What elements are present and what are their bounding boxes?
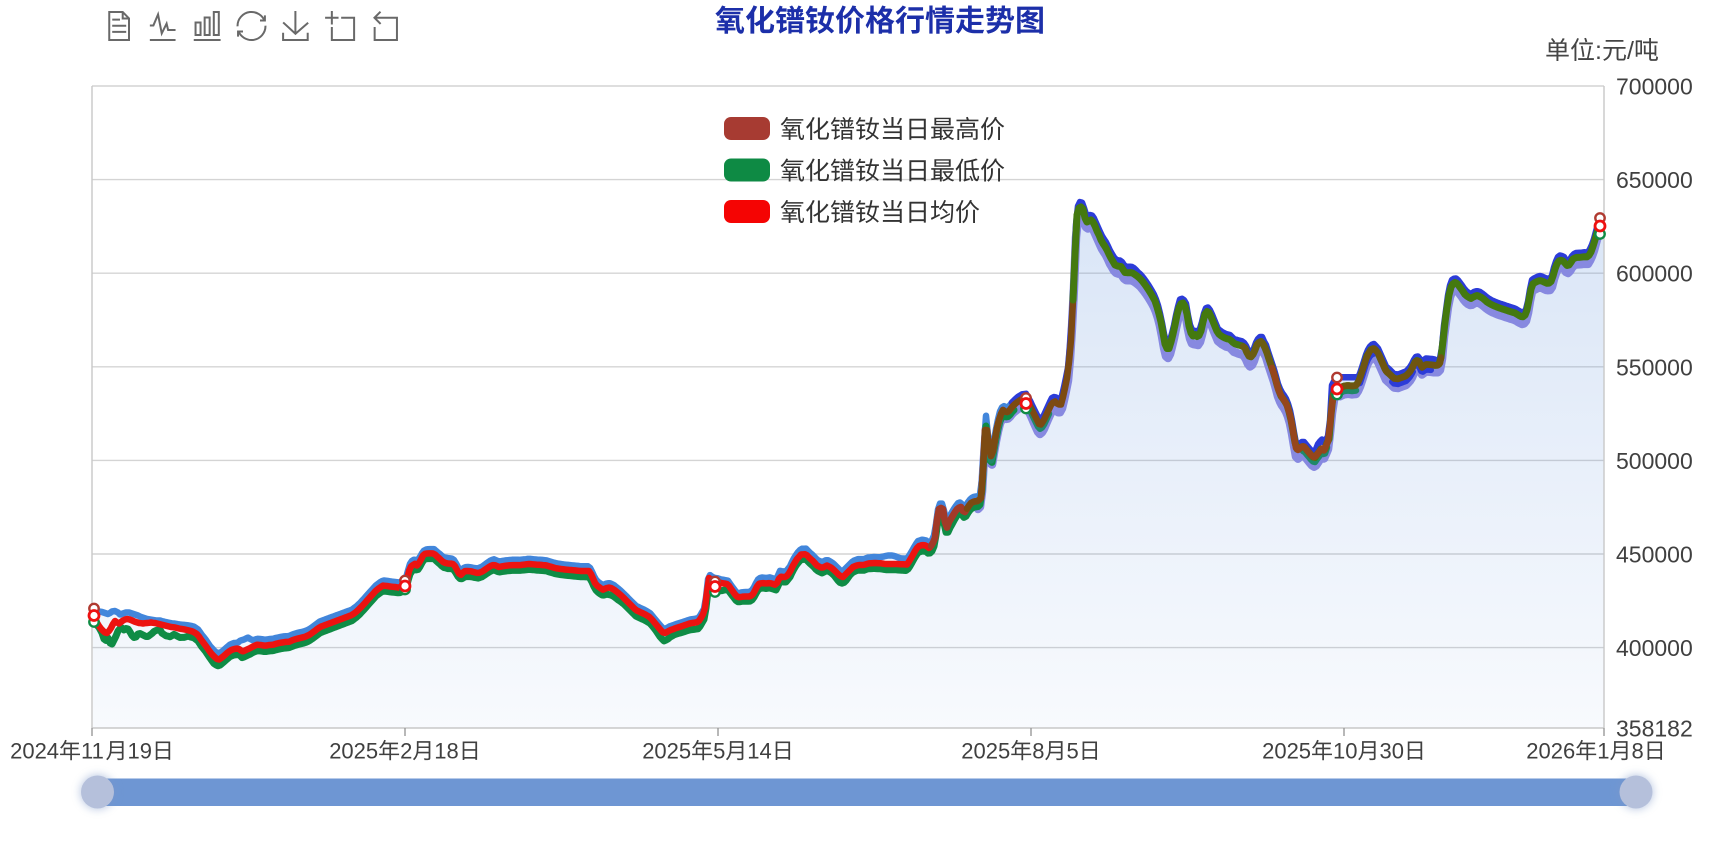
svg-text:2025: 2025 <box>961 739 1010 764</box>
svg-text:/: / <box>1627 37 1634 65</box>
svg-text:2026: 2026 <box>1526 739 1575 764</box>
svg-text:500000: 500000 <box>1616 448 1693 474</box>
svg-text:8: 8 <box>1632 739 1644 764</box>
svg-text:2: 2 <box>400 739 412 764</box>
svg-text:450000: 450000 <box>1616 542 1693 568</box>
svg-text::: : <box>1595 37 1602 65</box>
svg-text:18: 18 <box>434 739 458 764</box>
svg-text:8: 8 <box>1032 739 1044 764</box>
svg-text:2024: 2024 <box>10 739 59 764</box>
svg-text:11: 11 <box>81 739 104 764</box>
svg-text:358182: 358182 <box>1616 716 1693 742</box>
svg-text:1: 1 <box>1597 739 1609 764</box>
svg-text:550000: 550000 <box>1616 354 1693 380</box>
svg-text:5: 5 <box>1067 739 1079 764</box>
svg-text:400000: 400000 <box>1616 635 1693 661</box>
svg-text:2025: 2025 <box>329 739 378 764</box>
svg-text:600000: 600000 <box>1616 261 1693 287</box>
svg-text:650000: 650000 <box>1616 167 1693 193</box>
svg-text:19: 19 <box>128 739 152 764</box>
svg-text:2025: 2025 <box>1262 739 1311 764</box>
svg-text:30: 30 <box>1380 739 1404 764</box>
svg-text:2025: 2025 <box>642 739 691 764</box>
svg-text:10: 10 <box>1333 739 1357 764</box>
svg-text:14: 14 <box>747 739 771 764</box>
svg-text:700000: 700000 <box>1616 74 1693 100</box>
svg-text:5: 5 <box>713 739 725 764</box>
